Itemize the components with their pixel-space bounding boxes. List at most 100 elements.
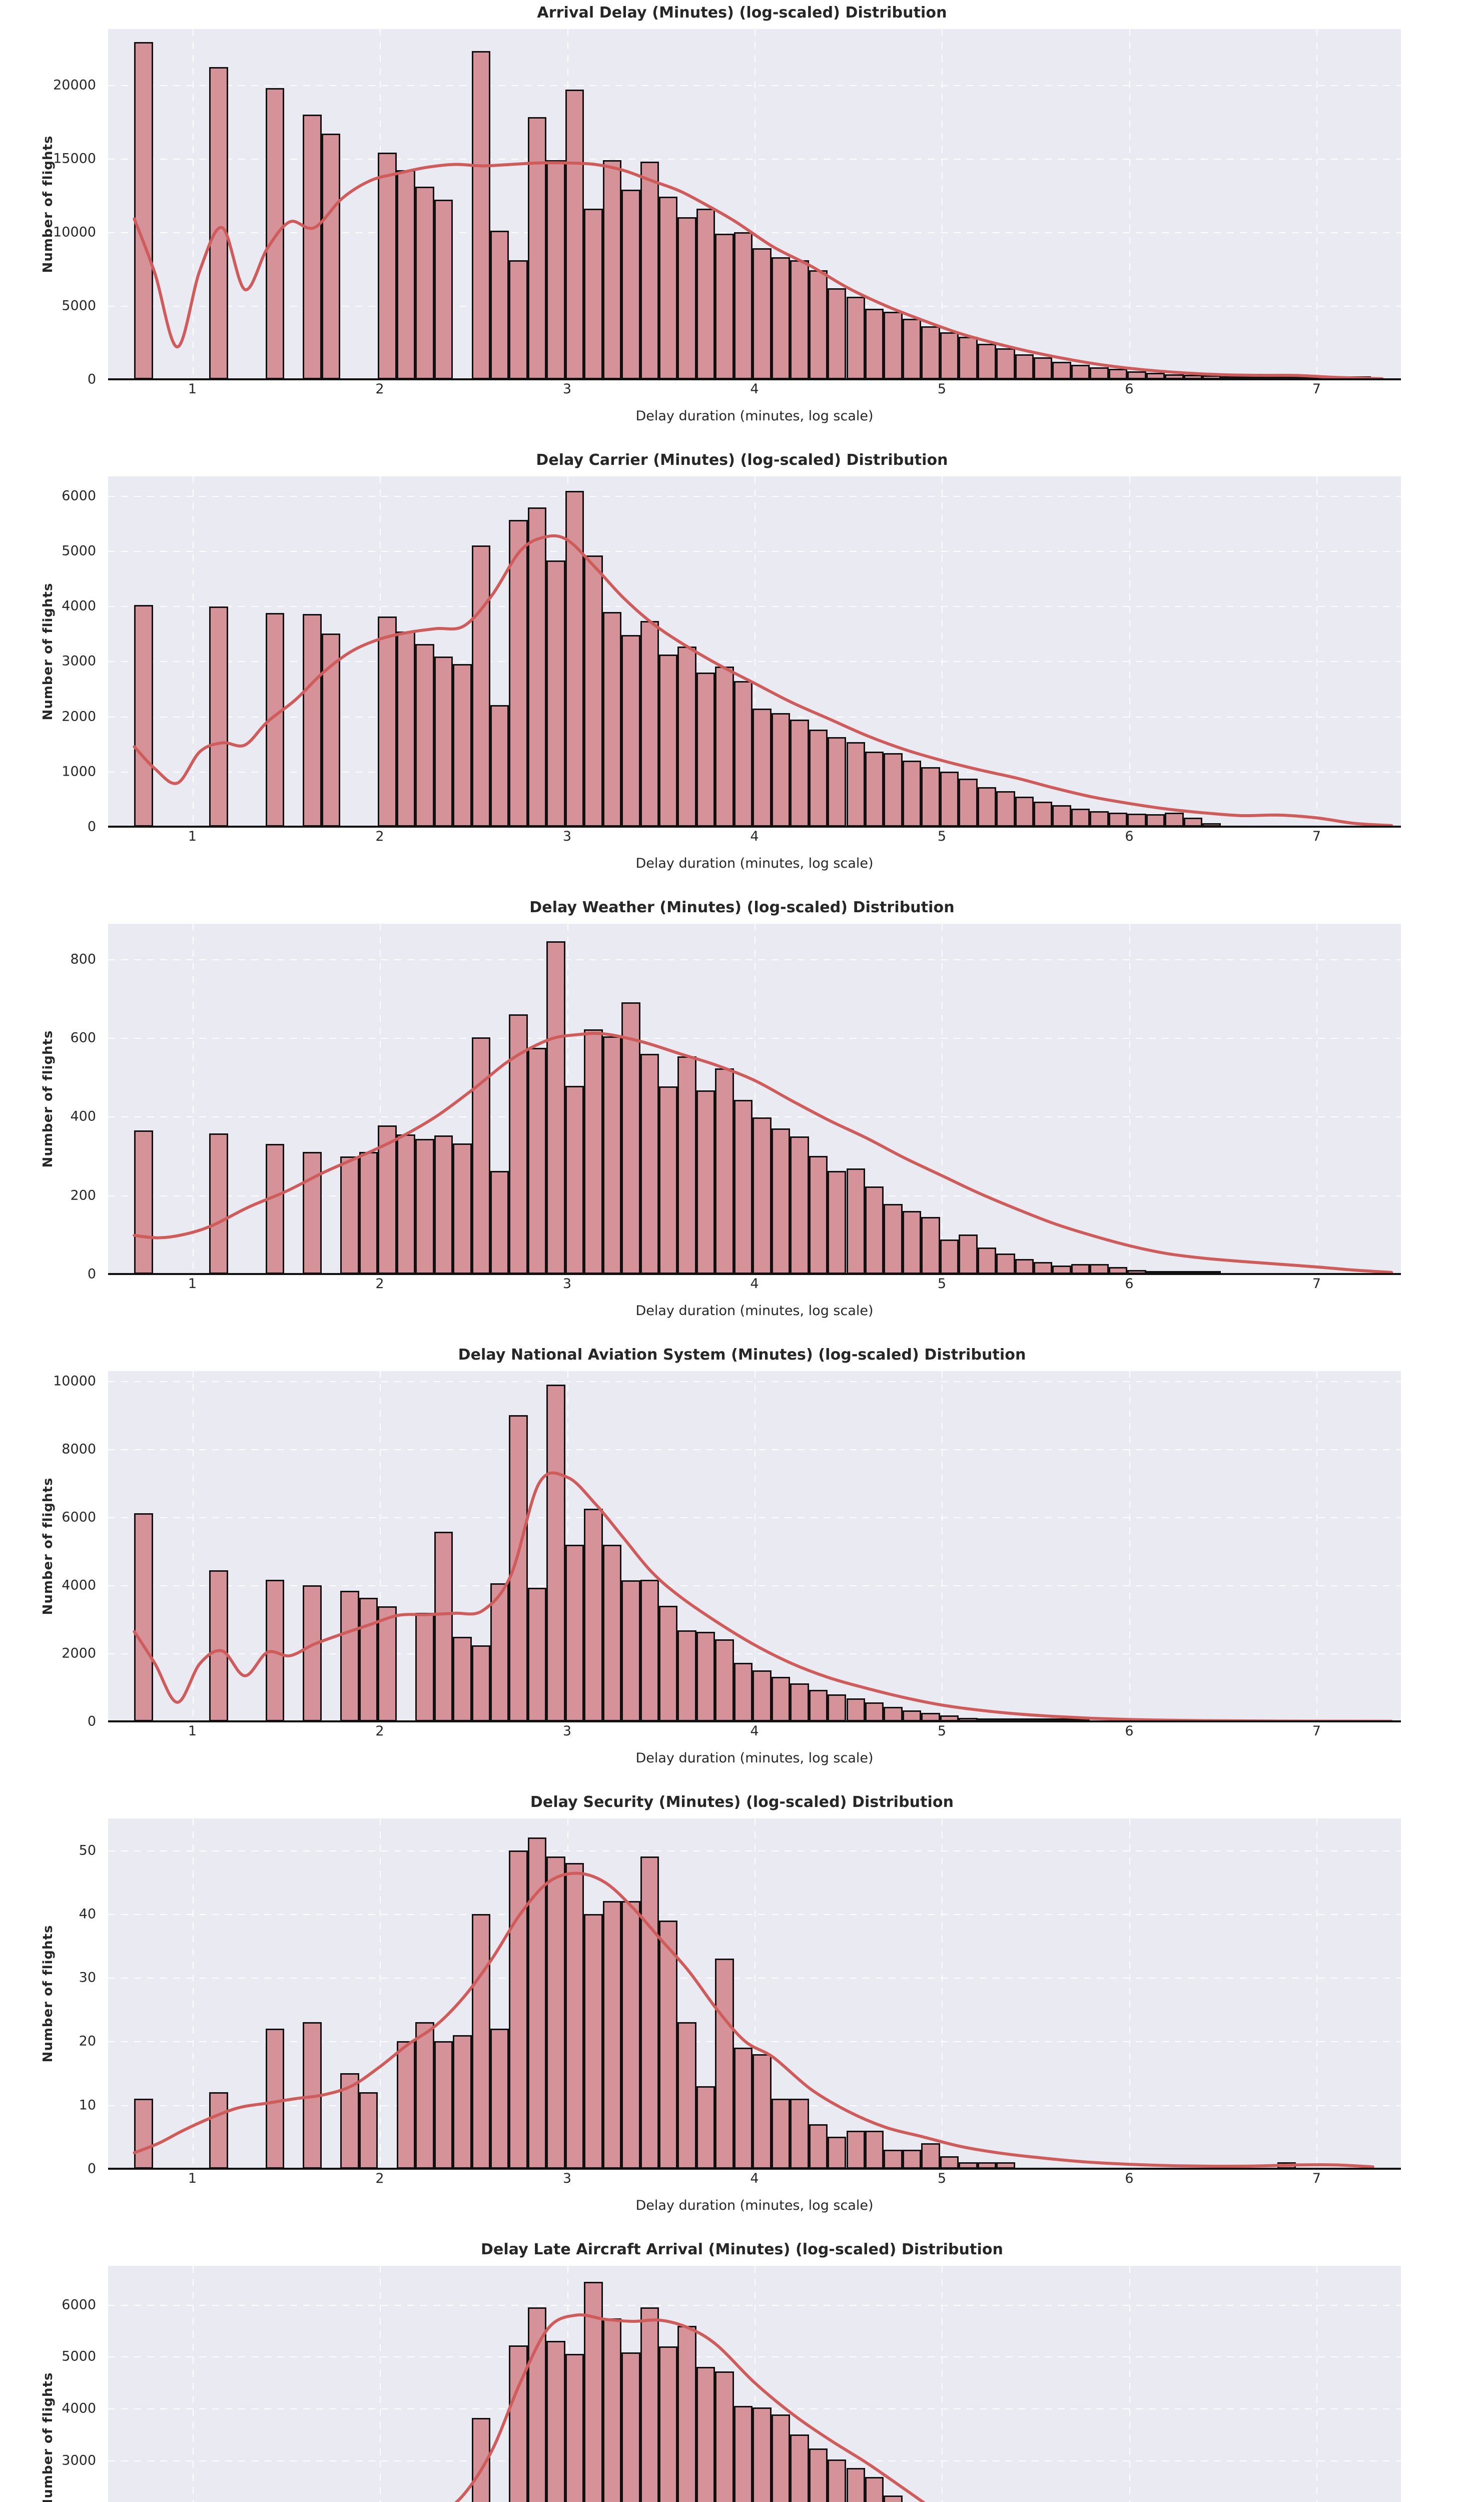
y-tick-label: 0 — [87, 819, 96, 835]
y-axis-ticks: 0 5000 10000 15000 20000 — [0, 29, 103, 387]
gridline-vertical — [1129, 29, 1130, 379]
x-axis-label: Delay duration (minutes, log scale) — [635, 408, 874, 424]
histogram-bar — [602, 1544, 622, 1721]
chart-title: Delay Carrier (Minutes) (log-scaled) Dis… — [536, 451, 948, 469]
histogram-bar — [733, 681, 753, 827]
histogram-bar — [209, 1570, 228, 1721]
y-axis-ticks: 0 200 400 600 800 — [0, 924, 103, 1282]
x-axis-spine — [108, 378, 1401, 380]
histogram-bar — [134, 42, 153, 379]
histogram-bar — [790, 2434, 809, 2502]
kde-curve — [134, 1033, 1391, 1273]
plot-area — [108, 924, 1401, 1274]
gridline-vertical — [1316, 924, 1318, 1274]
histogram-bar — [828, 2137, 847, 2169]
histogram-bars — [108, 924, 1401, 1274]
y-tick-label: 6000 — [62, 2297, 96, 2313]
x-tick-label: 5 — [937, 1723, 947, 1739]
gridline-vertical — [755, 924, 756, 1274]
histogram-bar — [790, 260, 809, 379]
x-axis-spine — [108, 1273, 1401, 1275]
gridline-vertical — [1129, 1371, 1130, 1721]
x-tick-label: 1 — [188, 381, 197, 397]
histogram-bar — [846, 297, 865, 379]
histogram-bar — [209, 1133, 228, 1274]
y-axis-label: Number of flights — [41, 1477, 56, 1615]
histogram-bar — [659, 1920, 678, 2169]
histogram-bar — [415, 1612, 434, 1721]
histogram-bar — [434, 1532, 453, 1721]
histogram-bar — [715, 1959, 734, 2169]
histogram-bar — [584, 1029, 603, 1274]
histogram-bar — [940, 332, 959, 379]
histogram-bar — [134, 604, 153, 827]
histogram-bar — [753, 709, 772, 827]
x-tick-label: 3 — [562, 2171, 572, 2186]
gridline-vertical — [1316, 2266, 1318, 2502]
histogram-bar — [509, 520, 528, 827]
x-tick-label: 2 — [375, 1276, 384, 1292]
histogram-bar — [584, 1509, 603, 1721]
chart-panel: Delay Weather (Minutes) (log-scaled) Dis… — [0, 895, 1484, 1342]
histogram-bar — [677, 1056, 696, 1274]
x-tick-label: 5 — [937, 1276, 947, 1292]
histogram-bar — [546, 560, 565, 827]
histogram-bar — [453, 1143, 472, 1274]
chart-panel: Arrival Delay (Minutes) (log-scaled) Dis… — [0, 0, 1484, 447]
histogram-bar — [959, 336, 978, 379]
y-tick-label: 2000 — [62, 1645, 96, 1661]
histogram-bar — [790, 2099, 809, 2169]
gridline-vertical — [942, 1371, 943, 1721]
histogram-bar — [640, 620, 659, 827]
kde-curve-layer — [108, 924, 1401, 1274]
histogram-bar — [902, 760, 922, 827]
histogram-bars — [108, 1818, 1401, 2169]
x-axis-ticks: 1 2 3 4 5 6 7 — [108, 1276, 1401, 1299]
histogram-bar — [753, 1117, 772, 1274]
chart-title: Delay National Aviation System (Minutes)… — [458, 1346, 1026, 1364]
y-tick-label: 4000 — [62, 2400, 96, 2416]
kde-curve — [134, 163, 1382, 379]
histogram-bar — [602, 612, 622, 827]
histogram-bar — [546, 2341, 565, 2502]
x-tick-label: 2 — [375, 2171, 384, 2186]
histogram-bar — [303, 613, 322, 827]
y-axis-label-holder: Number of flights — [13, 2266, 56, 2502]
gridline-vertical — [192, 1818, 194, 2169]
histogram-bar — [884, 2149, 903, 2169]
x-tick-label: 4 — [750, 381, 759, 397]
plot-area — [108, 476, 1401, 827]
y-tick-label: 2000 — [62, 709, 96, 725]
histogram-bar — [809, 2448, 828, 2502]
histogram-bar — [378, 616, 397, 827]
y-tick-label: 20000 — [53, 77, 96, 93]
x-tick-label: 5 — [937, 829, 947, 844]
gridline-vertical — [1316, 29, 1318, 379]
histogram-bar — [584, 555, 603, 827]
histogram-bar — [640, 1053, 659, 1274]
x-tick-label: 5 — [937, 2171, 947, 2186]
y-tick-label: 5000 — [62, 298, 96, 314]
histogram-bar — [715, 667, 734, 827]
y-tick-label: 10000 — [53, 1373, 96, 1389]
histogram-bar — [771, 713, 791, 827]
gridline-vertical — [1316, 1818, 1318, 2169]
y-axis-label: Number of flights — [41, 582, 56, 721]
kde-curve-layer — [108, 2266, 1401, 2502]
gridline-vertical — [1316, 1371, 1318, 1721]
histogram-bar — [584, 1914, 603, 2169]
plot-area — [108, 1818, 1401, 2169]
y-tick-label: 3000 — [62, 653, 96, 669]
y-tick-label: 15000 — [53, 151, 96, 167]
histogram-bar — [546, 1385, 565, 1721]
gridline-vertical — [755, 476, 756, 827]
gridline-vertical — [192, 2266, 194, 2502]
histogram-bar — [265, 88, 284, 379]
histogram-bar — [790, 1683, 809, 1721]
histogram-bar — [677, 646, 696, 827]
kde-curve-layer — [108, 1371, 1401, 1721]
histogram-bar — [378, 1125, 397, 1274]
histogram-bar — [715, 1639, 734, 1721]
gridline-vertical — [942, 1818, 943, 2169]
